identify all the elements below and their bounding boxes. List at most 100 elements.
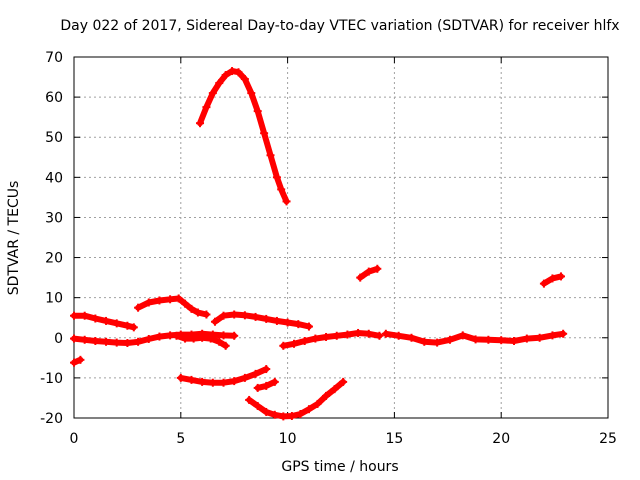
data-point bbox=[221, 71, 230, 80]
data-point bbox=[445, 335, 454, 344]
data-point bbox=[189, 334, 198, 343]
data-point bbox=[123, 321, 132, 330]
data-point bbox=[240, 75, 249, 84]
data-point bbox=[287, 411, 296, 420]
data-point bbox=[123, 338, 132, 347]
data-point bbox=[174, 294, 183, 303]
data-point bbox=[251, 369, 260, 378]
x-tick-label: 15 bbox=[385, 431, 403, 447]
data-point bbox=[373, 264, 382, 273]
data-point bbox=[364, 329, 373, 338]
data-point bbox=[102, 316, 111, 325]
data-point bbox=[181, 299, 190, 308]
x-tick-label: 5 bbox=[176, 431, 185, 447]
data-point bbox=[181, 334, 190, 343]
y-axis-label: SDTVAR / TECUs bbox=[6, 181, 22, 296]
data-point bbox=[262, 314, 271, 323]
data-point bbox=[80, 335, 89, 344]
data-trace-4 bbox=[71, 330, 238, 346]
data-point bbox=[253, 107, 262, 116]
data-point bbox=[91, 336, 100, 345]
grid-lines bbox=[74, 57, 608, 418]
x-axis-label: GPS time / hours bbox=[281, 459, 398, 475]
data-point bbox=[322, 391, 331, 400]
data-point bbox=[262, 407, 271, 416]
y-tick-label: 60 bbox=[45, 90, 63, 106]
data-point bbox=[70, 311, 78, 320]
data-point bbox=[144, 298, 153, 307]
data-point bbox=[279, 412, 288, 421]
data-point bbox=[240, 373, 249, 382]
y-tick-label: -10 bbox=[40, 371, 63, 387]
data-point bbox=[253, 383, 262, 392]
data-point bbox=[245, 395, 254, 404]
data-point bbox=[535, 333, 544, 342]
data-point bbox=[102, 337, 111, 346]
y-tick-label: 20 bbox=[45, 251, 63, 267]
data-point bbox=[144, 334, 153, 343]
data-point bbox=[381, 329, 390, 338]
y-tick-label: 0 bbox=[54, 331, 63, 347]
data-point bbox=[230, 331, 239, 340]
data-point bbox=[266, 151, 275, 160]
data-point bbox=[134, 303, 143, 312]
data-point bbox=[484, 335, 493, 344]
data-point bbox=[458, 331, 467, 340]
x-tick-label: 0 bbox=[70, 431, 79, 447]
tick-labels: 0 5 10 15 20 25 -20 -10 0 10 20 30 40 50 60 70 bbox=[40, 50, 617, 447]
plot-frame bbox=[73, 56, 609, 419]
data-point bbox=[172, 331, 181, 340]
data-point bbox=[260, 129, 269, 138]
data-point bbox=[210, 317, 219, 326]
data-point bbox=[176, 373, 185, 382]
data-point bbox=[311, 334, 320, 343]
y-tick-label: 30 bbox=[45, 210, 63, 226]
data-point bbox=[420, 337, 429, 346]
data-trace-3 bbox=[212, 311, 312, 330]
data-point bbox=[270, 377, 279, 386]
data-point bbox=[240, 311, 249, 320]
data-point bbox=[294, 320, 303, 329]
data-point bbox=[206, 334, 215, 343]
data-point bbox=[112, 338, 121, 347]
data-point bbox=[91, 314, 100, 323]
data-point bbox=[230, 310, 239, 319]
data-point bbox=[202, 310, 211, 319]
y-tick-label: -20 bbox=[40, 411, 63, 427]
data-point bbox=[253, 401, 262, 410]
data-point bbox=[557, 272, 566, 281]
data-point bbox=[300, 336, 309, 345]
y-tick-label: 40 bbox=[45, 170, 63, 186]
data-point bbox=[471, 335, 480, 344]
data-point bbox=[230, 377, 239, 386]
data-point bbox=[548, 274, 557, 283]
data-point bbox=[330, 385, 339, 394]
data-point bbox=[290, 339, 299, 348]
data-point bbox=[219, 378, 228, 387]
data-point bbox=[522, 334, 531, 343]
data-point bbox=[354, 328, 363, 337]
data-point bbox=[208, 378, 217, 387]
data-point bbox=[187, 375, 196, 384]
data-point bbox=[166, 295, 175, 304]
data-point bbox=[343, 330, 352, 339]
data-point bbox=[272, 316, 281, 325]
data-point bbox=[548, 331, 557, 340]
data-point bbox=[375, 331, 384, 340]
data-point bbox=[198, 333, 207, 342]
data-point bbox=[247, 89, 256, 98]
data-point bbox=[313, 399, 322, 408]
data-point bbox=[193, 308, 202, 317]
data-point bbox=[304, 405, 313, 414]
data-point bbox=[76, 355, 85, 364]
chart-title: Day 022 of 2017, Sidereal Day-to-day VTE… bbox=[60, 18, 619, 34]
data-point bbox=[332, 331, 341, 340]
data-point bbox=[277, 185, 286, 194]
data-point bbox=[196, 119, 205, 128]
data-point bbox=[215, 79, 224, 88]
data-marks bbox=[70, 67, 568, 421]
data-point bbox=[228, 67, 237, 76]
data-point bbox=[394, 331, 403, 340]
data-point bbox=[208, 89, 217, 98]
